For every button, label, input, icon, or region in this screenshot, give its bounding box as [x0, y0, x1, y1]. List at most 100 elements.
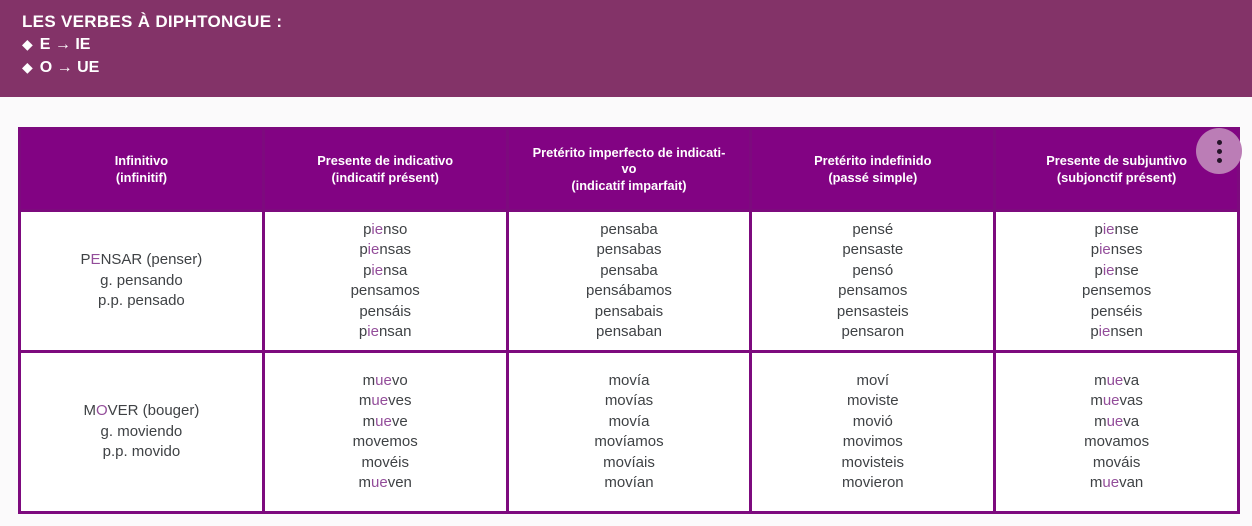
kebab-dot: [1216, 148, 1222, 154]
verb-form-text: pensábamos: [586, 282, 672, 299]
verb-form-line: mueva: [1000, 371, 1233, 392]
verb-form-line: pensaba: [513, 220, 746, 241]
verb-form-text: pensaron: [841, 323, 905, 340]
verb-form-line: p.p. movido: [25, 442, 258, 463]
diphthong-highlight: ue: [375, 412, 392, 430]
verb-form-line: movías: [513, 391, 746, 412]
verb-form-line: piensan: [269, 322, 502, 343]
verb-form-text: VER (bouger): [107, 402, 200, 420]
verb-form-text: nse: [1114, 220, 1139, 238]
verb-form-text: moví: [856, 371, 890, 389]
verb-form-line: pensaban: [513, 322, 746, 343]
diphthong-highlight: ue: [371, 392, 389, 409]
verb-form-text: nsas: [379, 241, 412, 258]
verb-form-text: P: [80, 251, 91, 269]
verb-form-text: pensaban: [596, 323, 662, 340]
verb-form-text: va: [1123, 412, 1140, 430]
verb-form-line: penséis: [1000, 302, 1233, 323]
verb-form-text: movías: [604, 392, 654, 409]
conjugation-table-container: Infinitivo (infinitif) Presente de indic…: [18, 127, 1242, 514]
verb-form-text: m: [358, 474, 372, 491]
column-header-presente-indicativo: Presente de indicativo (indicatif présen…: [261, 127, 509, 212]
verb-form-line: pensé: [756, 220, 989, 241]
verb-form-line: mueve: [269, 412, 502, 433]
conjugation-table: Infinitivo (infinitif) Presente de indic…: [18, 127, 1240, 514]
bullet-o-ue: ◆ O → UE: [22, 56, 1252, 79]
verb-form-line: piensen: [1000, 322, 1233, 343]
verb-form-text: movíais: [603, 453, 655, 471]
verb-form-text: pensamos: [838, 282, 908, 299]
verb-form-line: movió: [756, 412, 989, 433]
verb-form-line: movieron: [756, 473, 989, 494]
verb-form-text: pensó: [852, 261, 894, 279]
diphthong-highlight: ie: [367, 323, 379, 340]
verb-form-text: nse: [1114, 261, 1139, 279]
mover-indefinido-cell: moví moviste movió movimos movisteis movieron: [749, 350, 997, 514]
verb-form-text: m: [1089, 474, 1103, 491]
verb-form-line: MOVER (bouger): [25, 401, 258, 422]
diphthong-highlight: ie: [371, 220, 384, 238]
verb-form-text: movía: [608, 371, 650, 389]
verb-form-text: pensamos: [350, 282, 420, 299]
verb-form-text: g. moviendo: [100, 422, 183, 440]
verb-form-line: muevas: [1000, 391, 1233, 412]
verb-form-text: movemos: [352, 433, 418, 450]
diphthong-highlight: ie: [371, 261, 384, 279]
options-menu-button[interactable]: [1196, 128, 1242, 174]
verb-form-text: va: [1123, 371, 1140, 389]
verb-form-text: p: [1090, 323, 1099, 340]
verb-form-line: movemos: [269, 432, 502, 453]
diphthong-highlight: ue: [1102, 474, 1120, 491]
mover-infinitive-cell: MOVER (bouger) g. moviendo p.p. movido: [18, 350, 265, 514]
verb-form-text: p: [1094, 261, 1103, 279]
verb-form-text: p: [363, 220, 372, 238]
mover-subjuntivo-cell: mueva muevas mueva movamos mováis muevan: [993, 350, 1240, 514]
pensar-presente-indicativo-cell: pienso piensas piensa pensamos pensáis piensa…: [261, 209, 509, 353]
verb-form-text: p: [358, 323, 368, 340]
verb-form-line: pienso: [269, 220, 502, 241]
verb-form-text: movíamos: [594, 433, 664, 450]
diamond-icon: ◆: [22, 59, 33, 75]
verb-form-text: penséis: [1090, 302, 1143, 320]
verb-form-line: movimos: [756, 432, 989, 453]
verb-form-text: p: [363, 261, 372, 279]
diphthong-highlight: ie: [1102, 261, 1115, 279]
verb-form-text: p: [1094, 220, 1103, 238]
verb-form-text: pensaste: [842, 241, 904, 258]
verb-form-text: p.p. pensado: [98, 292, 185, 310]
diphthong-highlight: O: [95, 402, 108, 420]
verb-form-text: vas: [1119, 392, 1143, 409]
verb-form-text: van: [1119, 474, 1144, 491]
verb-form-text: p.p. movido: [102, 443, 181, 461]
verb-form-text: pensabas: [596, 241, 662, 258]
verb-form-line: pienses: [1000, 240, 1233, 261]
mover-presente-indicativo-cell: muevo mueves mueve movemos movéis mueven: [261, 350, 509, 514]
pensar-infinitive-cell: PENSAR (penser) g. pensando p.p. pensado: [18, 209, 265, 353]
verb-form-text: movían: [604, 474, 654, 491]
verb-form-text: nses: [1110, 241, 1143, 258]
table-row-pensar: PENSAR (penser) g. pensando p.p. pensado p…: [18, 209, 1240, 353]
verb-form-line: pensabais: [513, 302, 746, 323]
verb-form-text: mováis: [1092, 453, 1141, 471]
bullet-text-o-ue: O → UE: [39, 59, 100, 76]
verb-form-line: g. moviendo: [25, 422, 258, 443]
table-row-mover: MOVER (bouger) g. moviendo p.p. movido mue…: [18, 350, 1240, 514]
verb-form-line: mueven: [269, 473, 502, 494]
verb-form-text: nsen: [1110, 323, 1143, 340]
verb-form-line: movía: [513, 371, 746, 392]
verb-form-text: movimos: [842, 433, 903, 450]
mover-imperfecto-cell: movía movías movía movíamos movíais movían: [505, 350, 753, 514]
verb-form-text: pensemos: [1081, 282, 1152, 299]
column-header-imperfecto-indicativo: Pretérito imperfecto de indicati- vo (in…: [505, 127, 753, 212]
diamond-icon: ◆: [22, 36, 33, 52]
diphthong-highlight: ue: [1106, 412, 1124, 430]
verb-form-line: mueva: [1000, 412, 1233, 433]
verb-form-line: movéis: [269, 453, 502, 474]
table-header-row: Infinitivo (infinitif) Presente de indic…: [18, 127, 1240, 212]
pensar-imperfecto-cell: pensaba pensabas pensaba pensábamos pensabai…: [505, 209, 753, 353]
verb-form-line: muevan: [1000, 473, 1233, 494]
verb-form-line: PENSAR (penser): [25, 250, 258, 271]
verb-form-line: pensabas: [513, 240, 746, 261]
verb-form-line: pensamos: [269, 281, 502, 302]
diphthong-highlight: ue: [371, 474, 388, 491]
